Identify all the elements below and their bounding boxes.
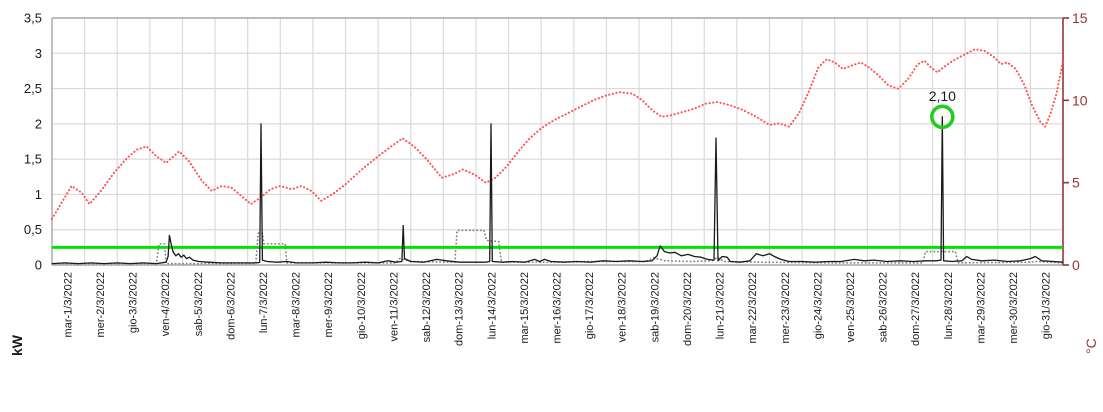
y-left-tick-label: 1 [35, 187, 42, 202]
x-tick-label: mer-9/3/2022 [323, 272, 335, 337]
y-left-tick-label: 0,5 [24, 222, 42, 237]
x-tick-label: sab-12/3/2022 [421, 272, 433, 342]
x-tick-label: lun-21/3/2022 [715, 272, 727, 339]
x-tick-label: dom-6/3/2022 [225, 272, 237, 340]
x-tick-label: ven-25/3/2022 [845, 272, 857, 342]
y-left-tick-label: 2 [35, 116, 42, 131]
x-tick-label: mar-15/3/2022 [519, 272, 531, 344]
x-tick-label: gio-31/3/2022 [1041, 272, 1053, 339]
x-tick-label: lun-7/3/2022 [258, 272, 270, 333]
x-tick-label: gio-17/3/2022 [584, 272, 596, 339]
power-kw-line [51, 116, 1064, 265]
highlight-value-label: 2,10 [929, 88, 956, 104]
x-tick-label: gio-24/3/2022 [812, 272, 824, 339]
x-tick-label: lun-28/3/2022 [943, 272, 955, 339]
x-tick-label: mar-22/3/2022 [747, 272, 759, 344]
plot-border [51, 17, 1069, 266]
y-right-tick-label: 10 [1072, 92, 1088, 108]
y-left-tick-label: 3,5 [24, 11, 42, 26]
axis-layer: 0 0,5 1 1,5 2 2,5 3 3,5 0 5 10 15 mar-1/3/2022 mer-2/… [24, 10, 1088, 346]
x-tick-label: dom-13/3/2022 [454, 272, 466, 346]
x-tick-label: sab-26/3/2022 [878, 272, 890, 342]
y-left-tick-label: 3 [35, 46, 42, 61]
x-tick-label: mer-2/3/2022 [95, 272, 107, 337]
x-tick-label: dom-27/3/2022 [910, 272, 922, 346]
y-left-tick-label: 2,5 [24, 81, 42, 96]
temperature-c-line [51, 48, 1064, 220]
y-right-tick-label: 0 [1072, 257, 1080, 273]
y-left-tick-label: 1,5 [24, 152, 42, 167]
series-layer [51, 48, 1064, 265]
grid-layer [52, 18, 1063, 265]
y-right-tick-label: 15 [1072, 10, 1088, 26]
x-tick-label: lun-14/3/2022 [486, 272, 498, 339]
highlight-layer: 2,10 [929, 88, 956, 130]
x-tick-label: ven-11/3/2022 [388, 272, 400, 342]
x-tick-label: mer-23/3/2022 [780, 272, 792, 344]
x-tick-label: sab-19/3/2022 [649, 272, 661, 342]
x-tick-label: dom-20/3/2022 [682, 272, 694, 346]
x-tick-label: mar-29/3/2022 [975, 272, 987, 344]
power-kw-reference-dotted-line [51, 229, 1064, 265]
x-tick-label: mar-1/3/2022 [62, 272, 74, 337]
x-tick-label: gio-10/3/2022 [356, 272, 368, 339]
x-tick-label: mar-8/3/2022 [291, 272, 303, 337]
y-right-tick-label: 5 [1072, 175, 1080, 191]
highlight-marker[interactable] [930, 104, 955, 130]
x-tick-label: mer-30/3/2022 [1008, 272, 1020, 344]
right-axis-title: °C [1083, 338, 1099, 354]
x-tick-label: ven-4/3/2022 [160, 272, 172, 336]
left-axis-title: kW [9, 334, 25, 356]
x-tick-label: mer-16/3/2022 [552, 272, 564, 344]
x-tick-label: sab-5/3/2022 [193, 272, 205, 336]
x-tick-label: gio-3/3/2022 [128, 272, 140, 333]
x-tick-label: ven-18/3/2022 [617, 272, 629, 342]
y-left-tick-label: 0 [35, 258, 42, 273]
